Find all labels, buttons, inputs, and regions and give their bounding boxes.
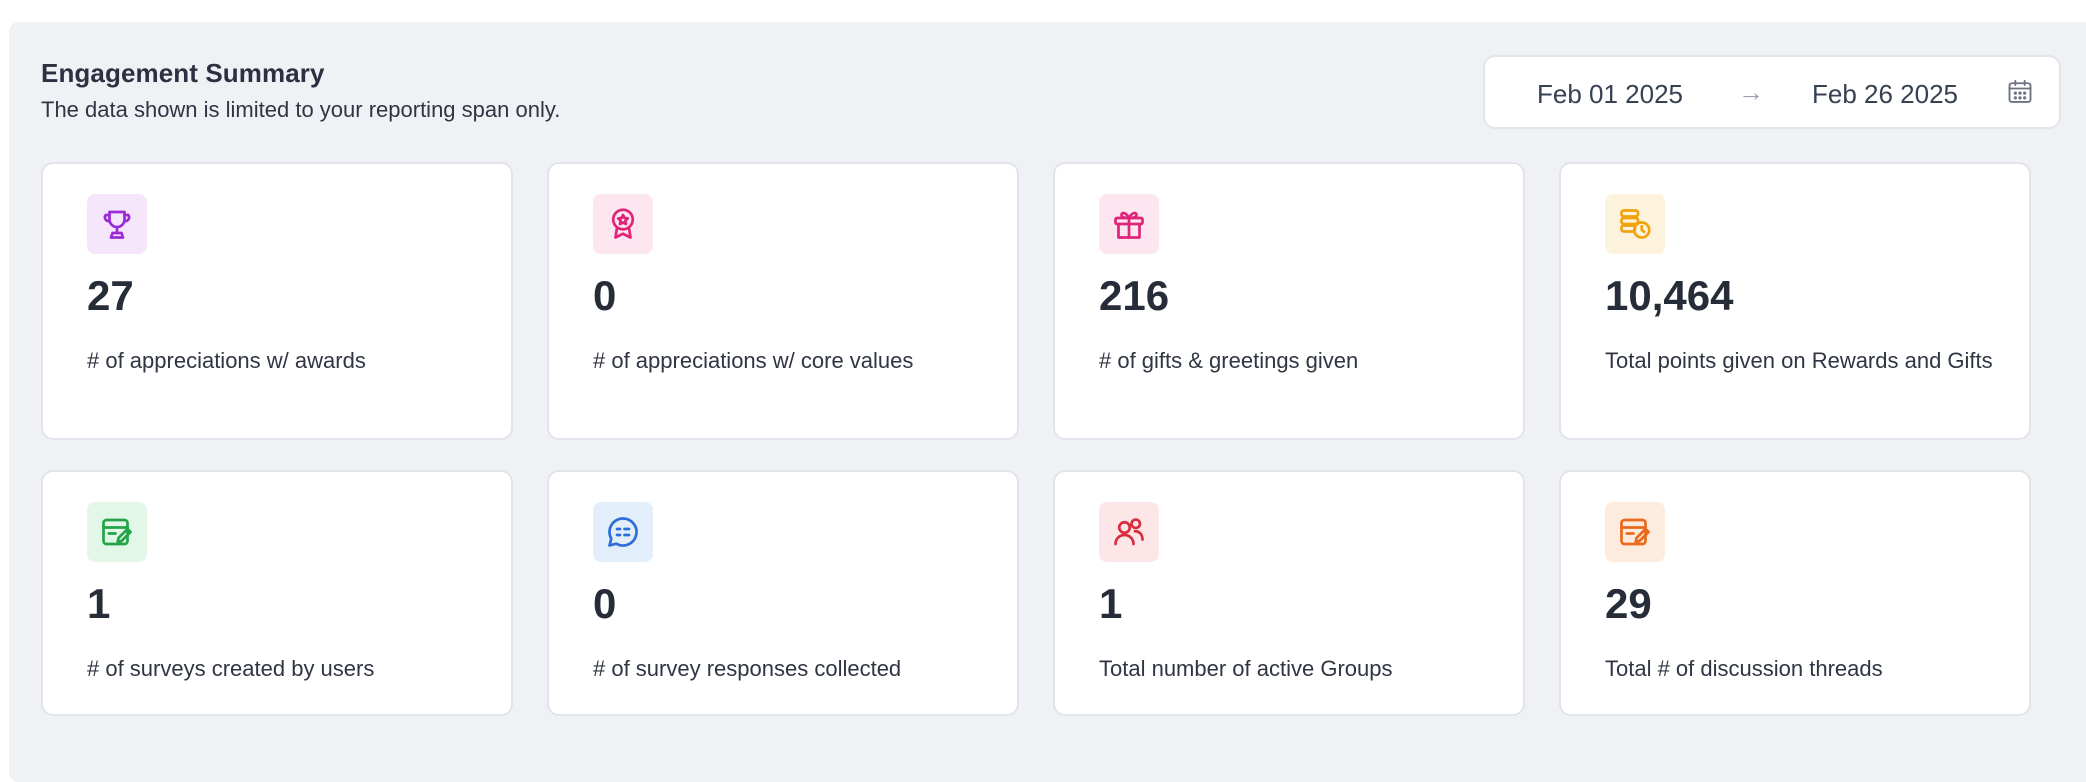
calendar-icon[interactable]: [2006, 78, 2034, 106]
date-range-picker[interactable]: Feb 01 2025 → Feb 26 2025: [1483, 55, 2061, 129]
stat-label: # of appreciations w/ core values: [593, 348, 914, 373]
stat-label: Total # of discussion threads: [1605, 656, 1883, 681]
stat-label: # of surveys created by users: [87, 656, 375, 681]
stat-label: # of survey responses collected: [593, 656, 902, 681]
stat-card-surveys-created: 1 # of surveys created by users: [41, 470, 513, 716]
users-icon: [1114, 518, 1144, 546]
icon-container: [1605, 194, 1665, 254]
stat-value: 0: [593, 272, 617, 319]
stat-card-appreciations-core-values: 0 # of appreciations w/ core values: [547, 162, 1019, 440]
stat-card-active-groups: 1 Total number of active Groups: [1053, 470, 1525, 716]
icon-container: [593, 194, 653, 254]
stat-value: 10,464: [1605, 272, 1734, 319]
stat-label: Total points given on Rewards and Gifts: [1605, 348, 1993, 373]
section-subtitle: The data shown is limited to your report…: [41, 97, 561, 122]
stat-label: Total number of active Groups: [1099, 656, 1393, 681]
stat-value: 29: [1605, 580, 1652, 627]
stat-card-gifts-greetings: 216 # of gifts & greetings given: [1053, 162, 1525, 440]
icon-container: [87, 194, 147, 254]
stat-value: 1: [87, 580, 111, 627]
award-badge-icon: [611, 208, 635, 239]
stat-value: 216: [1099, 272, 1170, 319]
stat-label: # of gifts & greetings given: [1099, 348, 1359, 373]
icon-container: [593, 502, 653, 562]
icon-container: [87, 502, 147, 562]
survey-edit-icon: [102, 518, 132, 546]
gift-icon: [1114, 211, 1144, 239]
discussion-edit-icon: [1620, 518, 1650, 546]
stat-value: 0: [593, 580, 617, 627]
icon-container: [1099, 502, 1159, 562]
icon-container: [1605, 502, 1665, 562]
start-date[interactable]: Feb 01 2025: [1537, 79, 1684, 109]
stat-card-survey-responses: 0 # of survey responses collected: [547, 470, 1019, 716]
stat-value: 1: [1099, 580, 1123, 627]
coins-icon: [1620, 209, 1651, 239]
stat-card-total-points: 10,464 Total points given on Rewards and…: [1559, 162, 2031, 440]
icon-container: [1099, 194, 1159, 254]
stat-value: 27: [87, 272, 134, 319]
section-title: Engagement Summary: [41, 58, 325, 88]
end-date[interactable]: Feb 26 2025: [1812, 79, 1959, 109]
chat-bubble-icon: [608, 517, 638, 547]
stat-label: # of appreciations w/ awards: [87, 348, 366, 373]
arrow-right-icon: →: [1738, 77, 1764, 107]
trophy-icon: [103, 210, 131, 239]
stat-card-appreciations-awards: 27 # of appreciations w/ awards: [41, 162, 513, 440]
stat-card-discussion-threads: 29 Total # of discussion threads: [1559, 470, 2031, 716]
